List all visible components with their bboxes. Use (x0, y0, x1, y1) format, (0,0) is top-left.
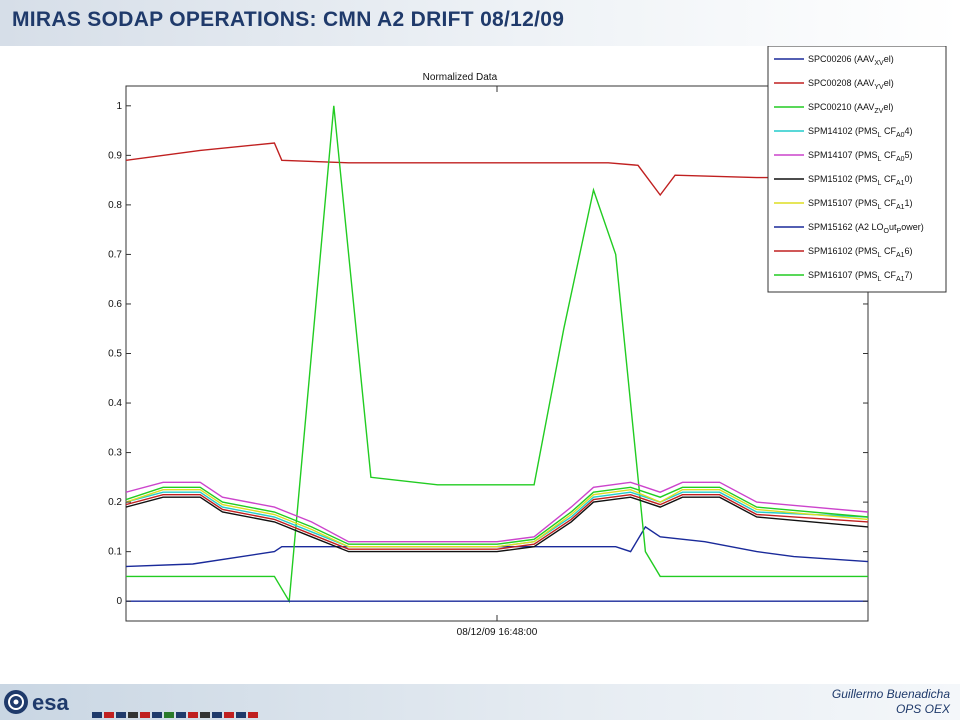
legend-entry-1: SPC00206 (AAVXVel) (808, 54, 894, 67)
chart-title: Normalized Data (423, 72, 498, 83)
esa-logo: esa (4, 690, 69, 715)
series-line-5 (125, 481, 869, 543)
series-line-1 (125, 525, 869, 568)
y-tick-label: 0.4 (108, 398, 122, 409)
chart: Normalized Data 0 0.1 0.2 0.3 0.4 0.5 0.6 0.7 0.8… (108, 46, 947, 638)
legend-entry-4: SPM14102 (PMSL CFA04) (808, 126, 913, 139)
member-flags (92, 712, 258, 718)
plot-area (125, 85, 869, 622)
series-line-7 (125, 488, 869, 548)
author-block: Guillermo Buenadicha OPS OEX (832, 687, 950, 717)
y-tick-label: 0.2 (108, 497, 122, 508)
series-line-3 (126, 105, 868, 604)
legend-entry-7: SPM15107 (PMSL CFA11) (808, 198, 913, 211)
series-line-9 (125, 493, 869, 550)
slide-header (0, 0, 960, 46)
esa-logo-text: esa (32, 690, 69, 715)
y-tick-label: 0.7 (108, 249, 122, 260)
y-tick-label: 0.1 (108, 547, 122, 558)
legend-entry-2: SPC00208 (AAVYVel) (808, 78, 894, 91)
y-tick-label: 0.9 (108, 150, 122, 161)
y-tick-label: 0.6 (108, 299, 122, 310)
y-tick-label: 0.8 (108, 200, 122, 211)
legend-entry-6: SPM15102 (PMSL CFA10) (808, 174, 913, 187)
y-tick-label: 0.3 (108, 448, 122, 459)
series-line-10 (125, 486, 869, 545)
series-line-6 (125, 496, 869, 553)
y-tick-label: 0 (116, 596, 122, 607)
legend-entry-8: SPM15162 (A2 LOOutPower) (808, 222, 924, 235)
legend-entry-9: SPM16102 (PMSL CFA16) (808, 246, 913, 259)
y-tick-label: 1 (116, 101, 122, 112)
legend-entry-10: SPM16107 (PMSL CFA17) (808, 270, 913, 283)
x-axis-label: 08/12/09 16:48:00 (457, 627, 538, 638)
author-org: OPS OEX (895, 702, 950, 716)
slide-title: MIRAS SODAP OPERATIONS: CMN A2 DRIFT 08/… (12, 8, 565, 31)
author-name: Guillermo Buenadicha (831, 687, 950, 701)
legend-entry-3: SPC00210 (AAVZVel) (808, 102, 893, 115)
legend-entry-5: SPM14107 (PMSL CFA05) (808, 150, 913, 163)
series-line-2 (125, 142, 868, 197)
y-tick-label: 0.5 (108, 349, 122, 360)
